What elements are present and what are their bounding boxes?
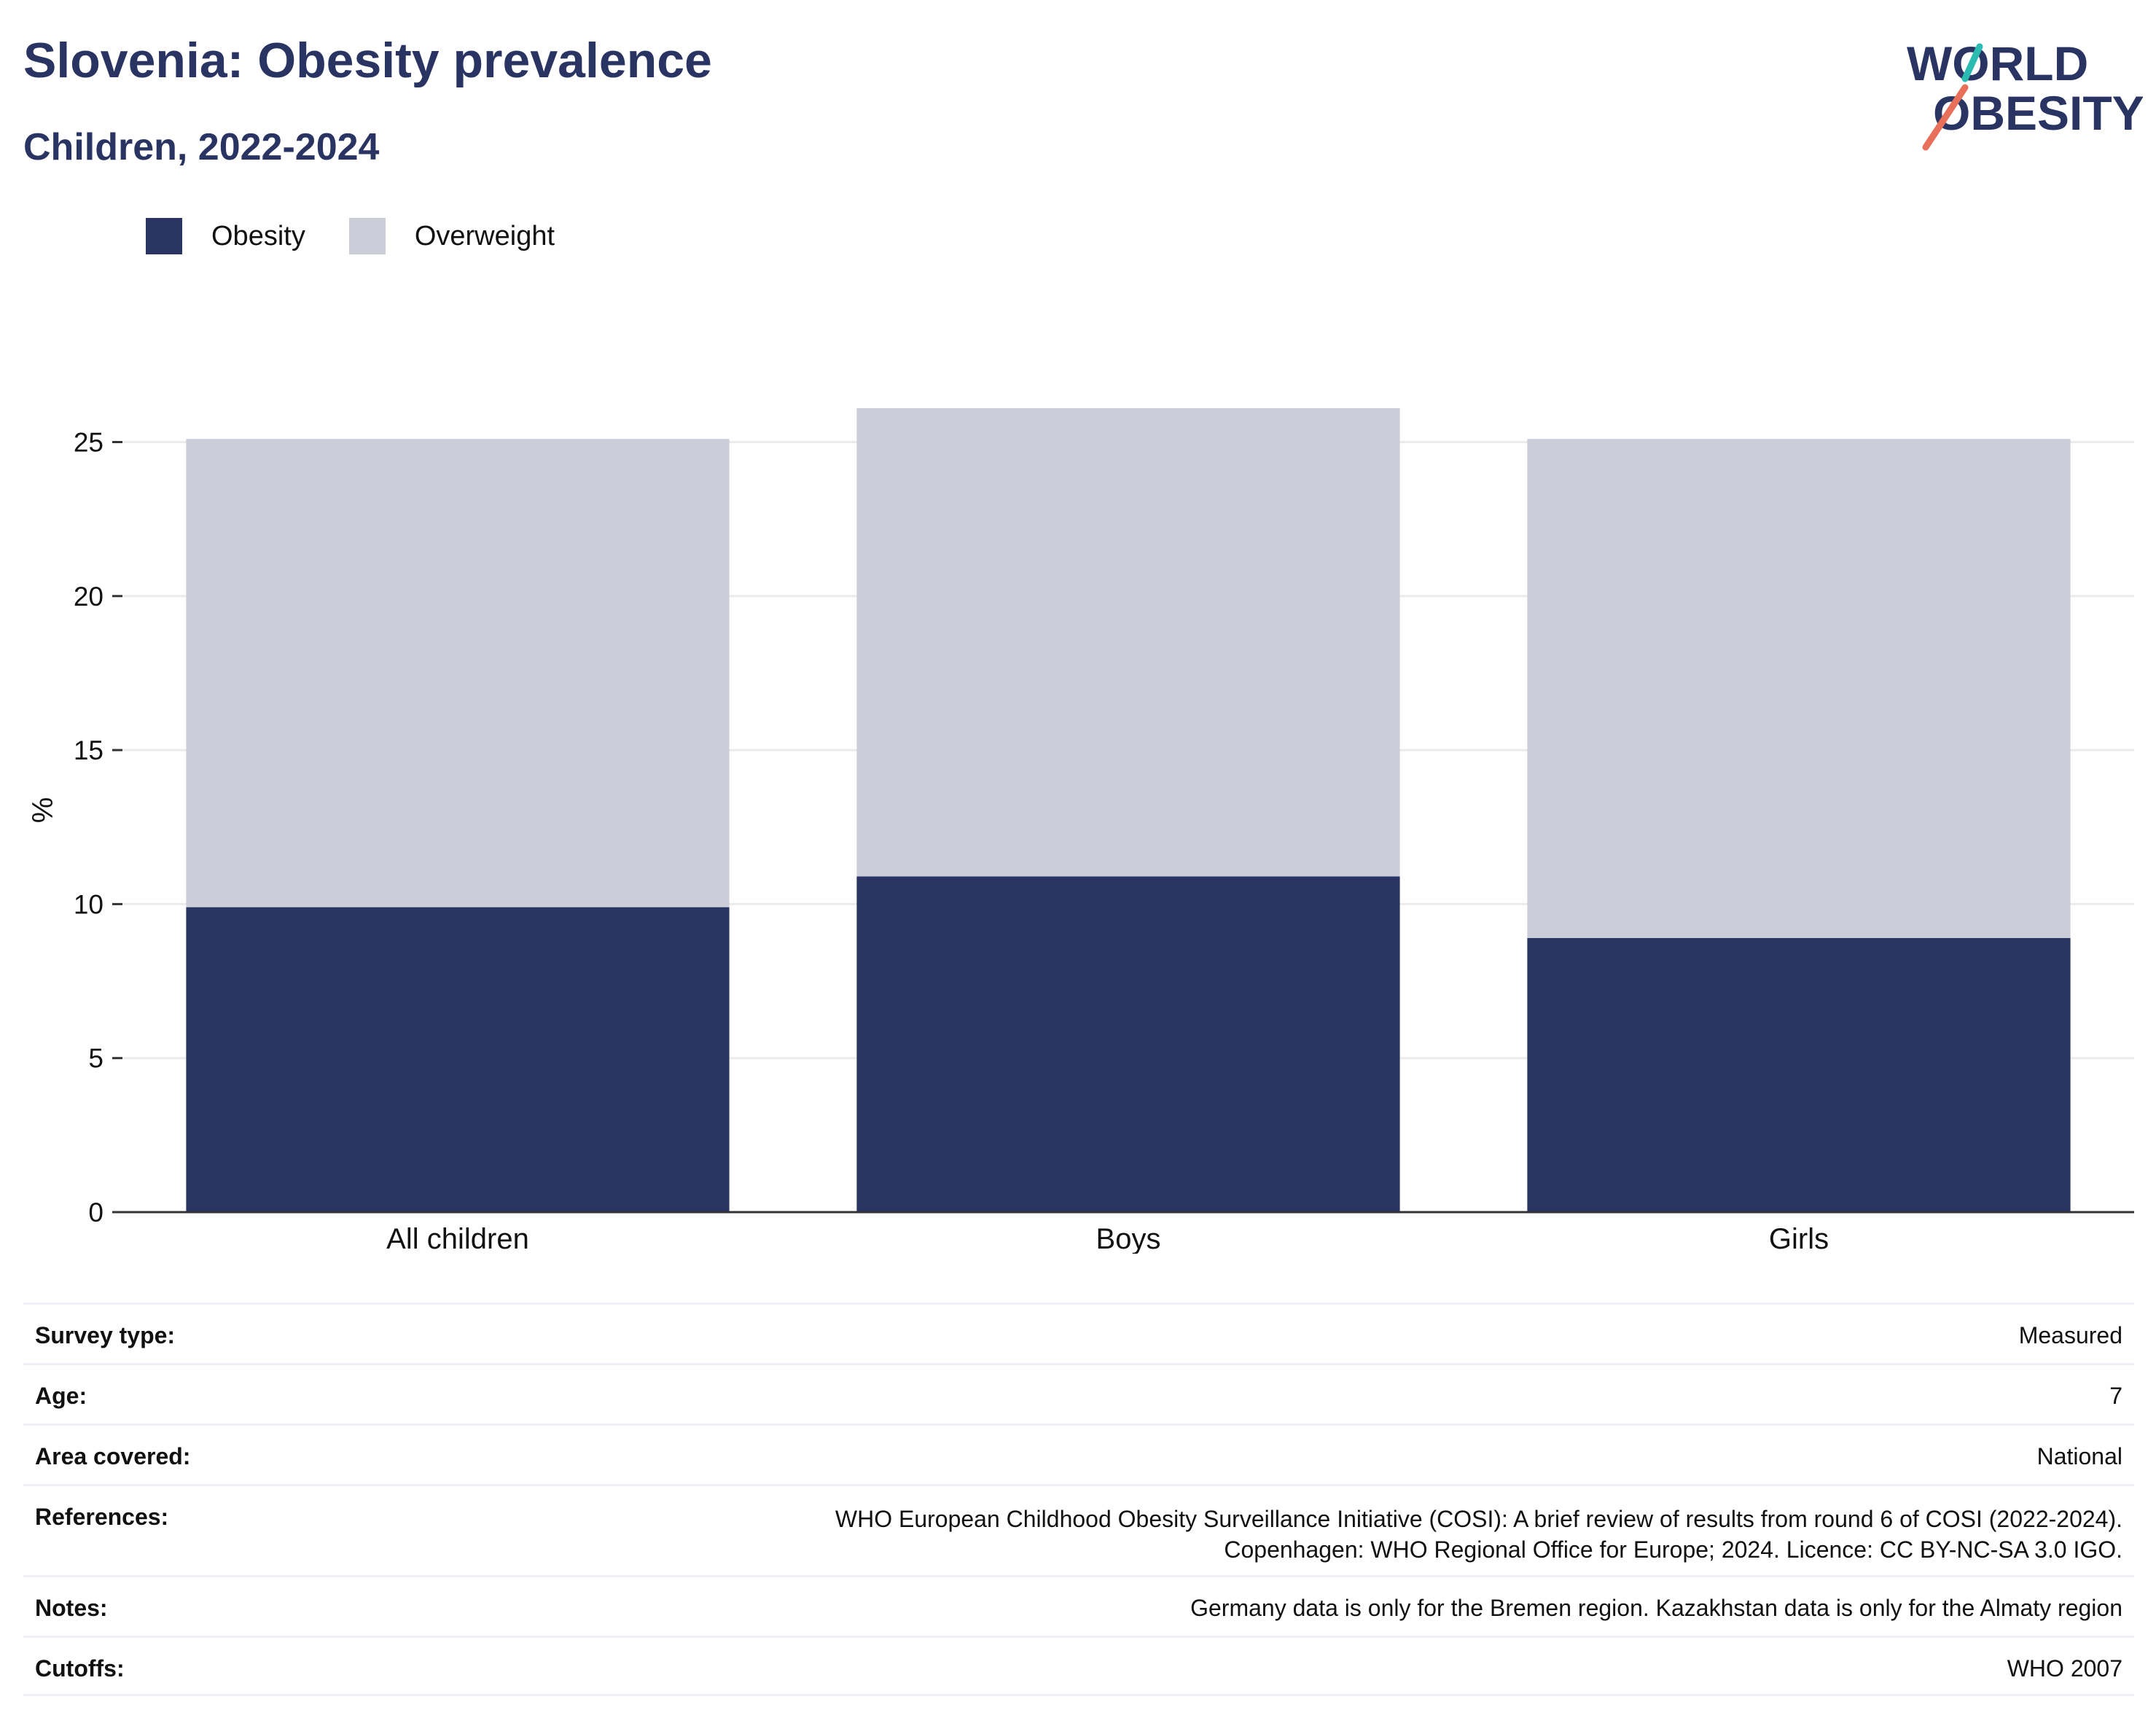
logo-line-2: OBESITY [1933,86,2143,140]
x-tick-label: All children [386,1223,529,1254]
legend-label-overweight: Overweight [414,220,555,251]
y-tick-label: 5 [88,1044,103,1074]
y-tick-label: 15 [74,735,103,765]
meta-label: Area covered: [35,1443,191,1469]
meta-value: WHO European Childhood Obesity Surveilla… [835,1504,2122,1565]
meta-label: Notes: [35,1595,108,1621]
meta-row-age: Age: 7 [23,1363,2134,1423]
meta-label: References: [35,1504,169,1530]
legend-swatch-obesity [146,218,182,254]
y-tick-label: 25 [74,427,103,457]
legend-item-overweight[interactable]: Overweight [348,218,555,254]
y-tick-label: 10 [74,889,103,919]
y-axis-label: % [27,797,59,824]
meta-value: Measured [2018,1322,2122,1348]
bar-obesity-boys [856,876,1400,1212]
logo-line-1: WORLD [1907,36,2088,90]
world-obesity-logo: WORLD OBESITY [1907,36,2143,151]
x-tick-label: Boys [1096,1223,1161,1254]
legend-item-obesity[interactable]: Obesity [146,218,305,254]
y-tick-label: 0 [88,1198,103,1227]
meta-value: 7 [2109,1383,2122,1409]
legend-swatch-overweight [348,218,386,254]
x-tick-label: Girls [1769,1223,1829,1254]
metadata-table: Survey type: Measured Age: 7 Area covere… [23,1303,2134,1696]
bar-overweight-girls [1527,439,2071,938]
meta-row-survey-type: Survey type: Measured [23,1303,2134,1363]
stacked-bar-chart: 0 5 10 15 20 25 All children Boys Girls% [27,408,2134,1254]
meta-label: Age: [35,1383,87,1409]
bar-overweight-boys [856,408,1400,877]
reference-line-1: WHO European Childhood Obesity Surveilla… [835,1506,2122,1532]
meta-row-references: References: WHO European Childhood Obesi… [23,1484,2134,1575]
meta-label: Cutoffs: [35,1655,125,1682]
page-subtitle: Children, 2022-2024 [23,126,380,168]
bar-obesity-girls [1527,937,2071,1212]
meta-row-area-covered: Area covered: National [23,1423,2134,1484]
meta-value: WHO 2007 [2007,1655,2122,1682]
legend-label-obesity: Obesity [211,220,305,251]
meta-label: Survey type: [35,1322,176,1348]
meta-value: National [2036,1443,2122,1469]
y-tick-label: 20 [74,582,103,612]
chart-legend: Obesity Overweight [146,216,598,257]
meta-row-notes: Notes: Germany data is only for the Brem… [23,1575,2134,1636]
meta-value: Germany data is only for the Bremen regi… [1190,1595,2122,1621]
logo-coral-stroke [1922,84,1969,151]
meta-row-cutoffs: Cutoffs: WHO 2007 [23,1636,2134,1696]
logo-teal-stroke [1961,43,1983,82]
bar-obesity-all-children [186,907,730,1212]
bar-overweight-all-children [186,439,730,907]
reference-line-2: Copenhagen: WHO Regional Office for Euro… [1224,1536,2122,1563]
page-title: Slovenia: Obesity prevalence [23,33,712,88]
